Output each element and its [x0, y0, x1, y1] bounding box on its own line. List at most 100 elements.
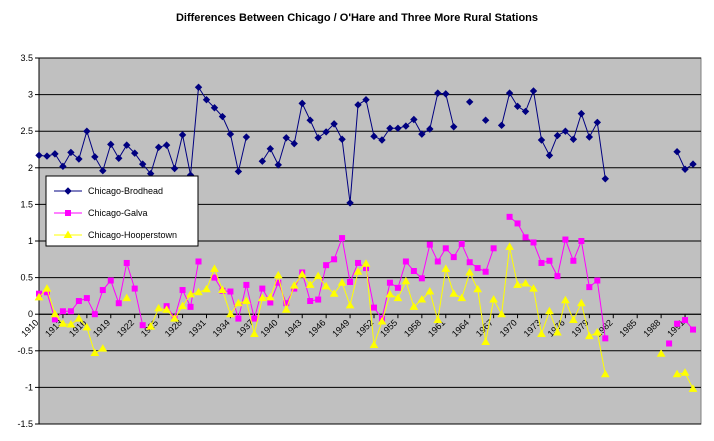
data-point — [34, 292, 44, 301]
data-point — [187, 303, 194, 310]
data-point — [274, 161, 282, 169]
data-point — [576, 298, 586, 307]
data-point — [179, 287, 186, 294]
data-point — [585, 133, 594, 141]
data-point — [322, 128, 330, 136]
data-point — [64, 187, 72, 195]
data-point — [146, 322, 156, 330]
data-point — [115, 300, 122, 307]
data-point — [546, 257, 553, 264]
chart-title: Differences Between Chicago / O'Hare and… — [175, 12, 539, 24]
data-point — [402, 122, 410, 130]
data-point — [42, 284, 52, 292]
data-point — [59, 308, 66, 315]
data-point — [482, 268, 489, 275]
data-point — [74, 314, 84, 322]
legend-label: Chicago-Hooperstown — [88, 230, 177, 240]
data-point — [529, 87, 538, 95]
data-point — [170, 314, 179, 322]
data-point — [226, 309, 235, 318]
data-point — [307, 298, 314, 305]
data-point — [123, 141, 131, 149]
data-point — [75, 298, 82, 305]
data-point — [600, 369, 610, 378]
y-tick-label: 0.5 — [20, 273, 33, 283]
data-point — [545, 306, 554, 315]
data-point — [401, 276, 411, 285]
data-point — [690, 326, 697, 333]
data-point — [673, 147, 681, 156]
data-point — [394, 284, 401, 291]
data-point — [75, 155, 83, 163]
data-point — [393, 293, 403, 302]
data-point — [602, 335, 609, 342]
data-point — [513, 280, 522, 288]
data-point — [290, 139, 298, 148]
data-point — [497, 121, 506, 130]
data-point — [162, 305, 171, 313]
data-point — [186, 289, 195, 298]
data-point — [258, 157, 267, 165]
data-point — [35, 151, 43, 160]
data-point — [65, 210, 71, 216]
data-point — [586, 284, 593, 291]
data-point — [410, 268, 417, 275]
data-point — [418, 130, 426, 138]
data-point — [474, 265, 481, 272]
data-point — [122, 293, 132, 302]
data-point — [289, 281, 299, 289]
legend-item: Chicago-Brodhead — [54, 186, 163, 196]
data-point — [267, 299, 274, 306]
data-point — [465, 98, 474, 106]
data-point — [561, 295, 570, 304]
data-point — [434, 258, 441, 265]
data-point — [442, 90, 450, 98]
legend-item: Chicago-Hooperstown — [54, 230, 177, 240]
data-point — [218, 285, 227, 294]
data-point — [329, 289, 339, 297]
data-point — [449, 289, 459, 297]
data-point — [682, 317, 689, 324]
data-point — [666, 340, 673, 347]
data-point — [337, 278, 347, 286]
data-point — [170, 164, 179, 173]
data-point — [672, 369, 682, 378]
data-point — [592, 328, 602, 336]
data-point — [194, 287, 203, 296]
data-point — [569, 315, 578, 324]
data-point — [584, 331, 594, 340]
data-point — [131, 285, 138, 292]
data-point — [688, 384, 698, 392]
data-point — [450, 123, 458, 131]
data-point — [674, 320, 681, 327]
data-point — [242, 296, 251, 305]
data-point — [243, 281, 250, 288]
data-point — [377, 317, 387, 325]
data-point — [562, 236, 569, 243]
data-point — [259, 285, 266, 292]
data-point — [67, 308, 74, 315]
data-point — [409, 302, 419, 310]
data-point — [386, 124, 394, 132]
data-point — [202, 284, 211, 293]
data-point — [537, 329, 546, 337]
data-point — [553, 131, 562, 140]
data-point — [497, 309, 506, 318]
series-chicago-hooperstown — [34, 242, 698, 392]
data-point — [521, 278, 530, 287]
data-point — [154, 303, 164, 312]
data-point — [594, 277, 601, 284]
data-point — [178, 301, 187, 310]
data-point — [91, 153, 99, 161]
y-tick-label: -1 — [25, 382, 33, 392]
data-point — [107, 140, 115, 149]
data-point — [115, 154, 123, 162]
data-point — [314, 134, 322, 142]
data-point — [370, 132, 378, 141]
data-point — [442, 245, 449, 252]
data-point — [249, 329, 259, 337]
data-point — [505, 89, 514, 97]
data-point — [481, 337, 491, 346]
data-point — [378, 136, 386, 144]
